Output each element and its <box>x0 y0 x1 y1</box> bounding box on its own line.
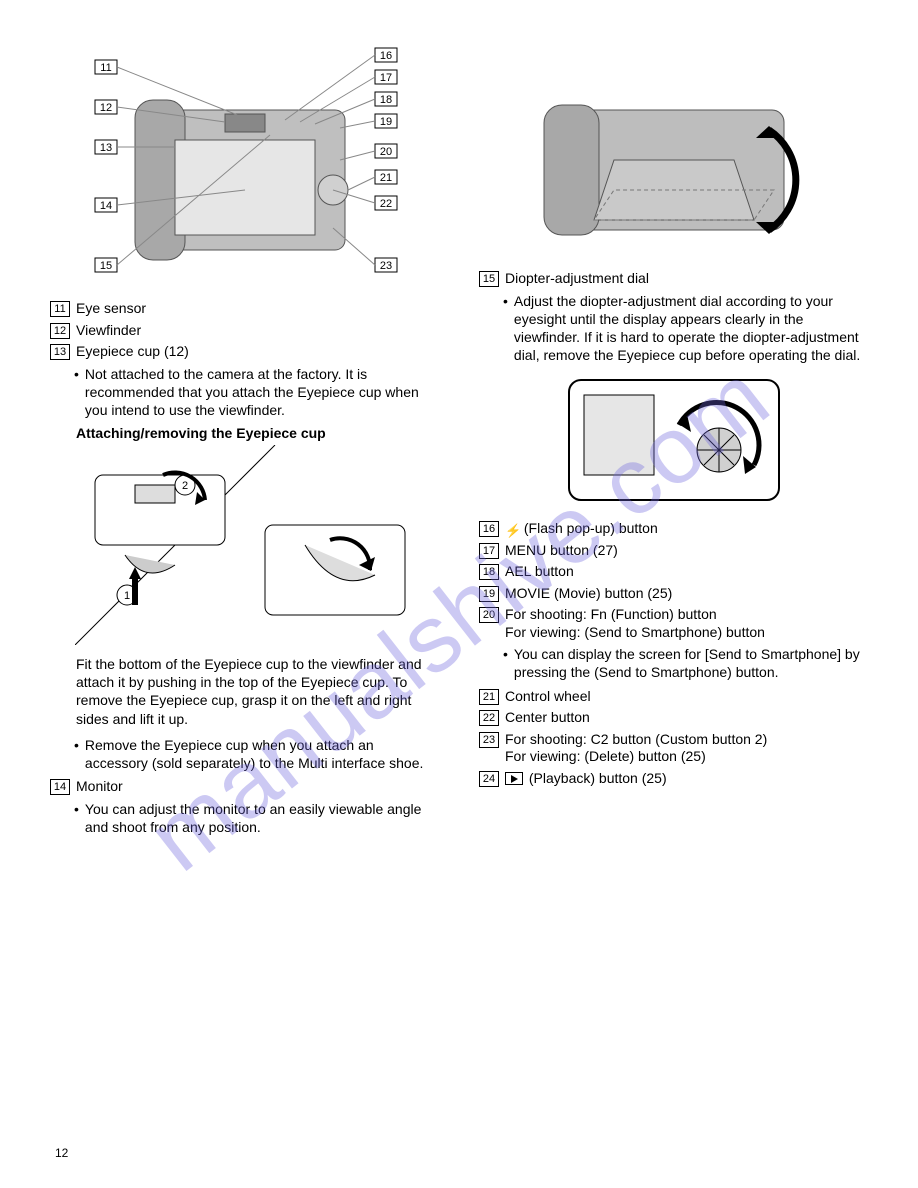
item-13-bullet2: • Remove the Eyepiece cup when you attac… <box>74 736 439 772</box>
item-list-16-20: 16 ⚡ (Flash pop-up) button 17 MENU butto… <box>479 520 868 641</box>
item-number: 20 <box>479 607 499 623</box>
item-20: 20 For shooting: Fn (Function) button Fo… <box>479 606 868 641</box>
item-14: 14 Monitor <box>50 778 439 796</box>
item-16-text: (Flash pop-up) button <box>520 520 658 536</box>
item-text: Control wheel <box>505 688 591 706</box>
svg-text:16: 16 <box>379 50 391 62</box>
figure-camera-back-callouts: 11 12 13 14 15 16 17 18 19 20 21 22 23 <box>50 40 439 290</box>
item-number: 23 <box>479 732 499 748</box>
item-text: Eye sensor <box>76 300 146 318</box>
item-text: Eyepiece cup (12) <box>76 343 189 361</box>
playback-icon <box>505 772 523 785</box>
item-number: 11 <box>50 301 70 317</box>
svg-text:18: 18 <box>379 94 391 106</box>
item-list-21-24: 21 Control wheel 22 Center button 23 For… <box>479 688 868 788</box>
item-14-bullet: • You can adjust the monitor to an easil… <box>74 800 439 836</box>
item-11: 11 Eye sensor <box>50 300 439 318</box>
svg-text:11: 11 <box>100 62 111 74</box>
item-20-bullet: • You can display the screen for [Send t… <box>503 645 868 681</box>
item-21: 21 Control wheel <box>479 688 868 706</box>
item-13-note-text: Not attached to the camera at the factor… <box>85 365 439 420</box>
item-13-bullet2-text: Remove the Eyepiece cup when you attach … <box>85 736 439 772</box>
item-12: 12 Viewfinder <box>50 322 439 340</box>
flash-icon: ⚡ <box>505 523 520 537</box>
item-list-14: 14 Monitor <box>50 778 439 796</box>
item-13-detail: Fit the bottom of the Eyepiece cup to th… <box>76 655 439 728</box>
item-13-subheading: Attaching/removing the Eyepiece cup <box>76 425 439 441</box>
item-text: Viewfinder <box>76 322 141 340</box>
item-text: MENU button (27) <box>505 542 618 560</box>
item-number: 21 <box>479 689 499 705</box>
item-24: 24 (Playback) button (25) <box>479 770 868 788</box>
figure-diopter-dial <box>479 370 868 510</box>
svg-text:19: 19 <box>379 116 391 128</box>
tilt-monitor-svg <box>524 70 824 260</box>
bullet-icon: • <box>74 800 79 836</box>
camera-back-svg: 11 12 13 14 15 16 17 18 19 20 21 22 23 <box>75 40 415 290</box>
item-13: 13 Eyepiece cup (12) <box>50 343 439 361</box>
item-18: 18 AEL button <box>479 563 868 581</box>
svg-text:2: 2 <box>181 480 187 492</box>
item-number: 14 <box>50 779 70 795</box>
item-text: Diopter-adjustment dial <box>505 270 649 288</box>
svg-text:23: 23 <box>379 260 391 272</box>
eyepiece-svg: 1 2 <box>75 445 415 645</box>
item-number: 16 <box>479 521 499 537</box>
item-number: 17 <box>479 543 499 559</box>
item-number: 15 <box>479 271 499 287</box>
svg-text:17: 17 <box>379 72 391 84</box>
bullet-icon: • <box>74 365 79 420</box>
item-24-text: (Playback) button (25) <box>525 770 667 786</box>
figure-eyepiece-attach: 1 2 <box>50 445 439 645</box>
bullet-icon: • <box>503 292 508 365</box>
item-14-bullet-text: You can adjust the monitor to an easily … <box>85 800 439 836</box>
item-number: 19 <box>479 586 499 602</box>
item-list-15: 15 Diopter-adjustment dial <box>479 270 868 288</box>
item-13-note: • Not attached to the camera at the fact… <box>74 365 439 420</box>
item-16: 16 ⚡ (Flash pop-up) button <box>479 520 868 538</box>
item-text: (Playback) button (25) <box>505 770 667 788</box>
item-number: 13 <box>50 344 70 360</box>
item-text: AEL button <box>505 563 574 581</box>
item-text: ⚡ (Flash pop-up) button <box>505 520 658 538</box>
item-19: 19 MOVIE (Movie) button (25) <box>479 585 868 603</box>
item-22: 22 Center button <box>479 709 868 727</box>
diopter-svg <box>559 370 789 510</box>
svg-text:14: 14 <box>99 200 111 212</box>
svg-text:12: 12 <box>99 102 111 114</box>
svg-text:15: 15 <box>99 260 111 272</box>
svg-text:13: 13 <box>99 142 111 154</box>
item-15-bullet: • Adjust the diopter-adjustment dial acc… <box>503 292 868 365</box>
item-number: 18 <box>479 564 499 580</box>
item-number: 22 <box>479 710 499 726</box>
item-15-bullet-text: Adjust the diopter-adjustment dial accor… <box>514 292 868 365</box>
right-column: 15 Diopter-adjustment dial • Adjust the … <box>469 40 868 842</box>
svg-text:1: 1 <box>123 590 129 602</box>
svg-text:22: 22 <box>379 198 391 210</box>
item-list-11-13: 11 Eye sensor 12 Viewfinder 13 Eyepiece … <box>50 300 439 361</box>
left-column: 11 12 13 14 15 16 17 18 19 20 21 22 23 <box>50 40 449 842</box>
item-number: 24 <box>479 771 499 787</box>
svg-text:21: 21 <box>379 172 391 184</box>
figure-tilt-monitor <box>479 70 868 260</box>
item-23: 23 For shooting: C2 button (Custom butto… <box>479 731 868 766</box>
item-text: MOVIE (Movie) button (25) <box>505 585 672 603</box>
item-17: 17 MENU button (27) <box>479 542 868 560</box>
item-20-bullet-text: You can display the screen for [Send to … <box>514 645 868 681</box>
item-number: 12 <box>50 323 70 339</box>
item-text: Monitor <box>76 778 123 796</box>
item-text: For shooting: Fn (Function) button For v… <box>505 606 765 641</box>
bullet-icon: • <box>74 736 79 772</box>
bullet-icon: • <box>503 645 508 681</box>
item-text: For shooting: C2 button (Custom button 2… <box>505 731 767 766</box>
page-columns: 11 12 13 14 15 16 17 18 19 20 21 22 23 <box>50 40 868 842</box>
item-text: Center button <box>505 709 590 727</box>
page-number: 12 <box>55 1146 68 1160</box>
item-15: 15 Diopter-adjustment dial <box>479 270 868 288</box>
svg-text:20: 20 <box>379 146 391 158</box>
